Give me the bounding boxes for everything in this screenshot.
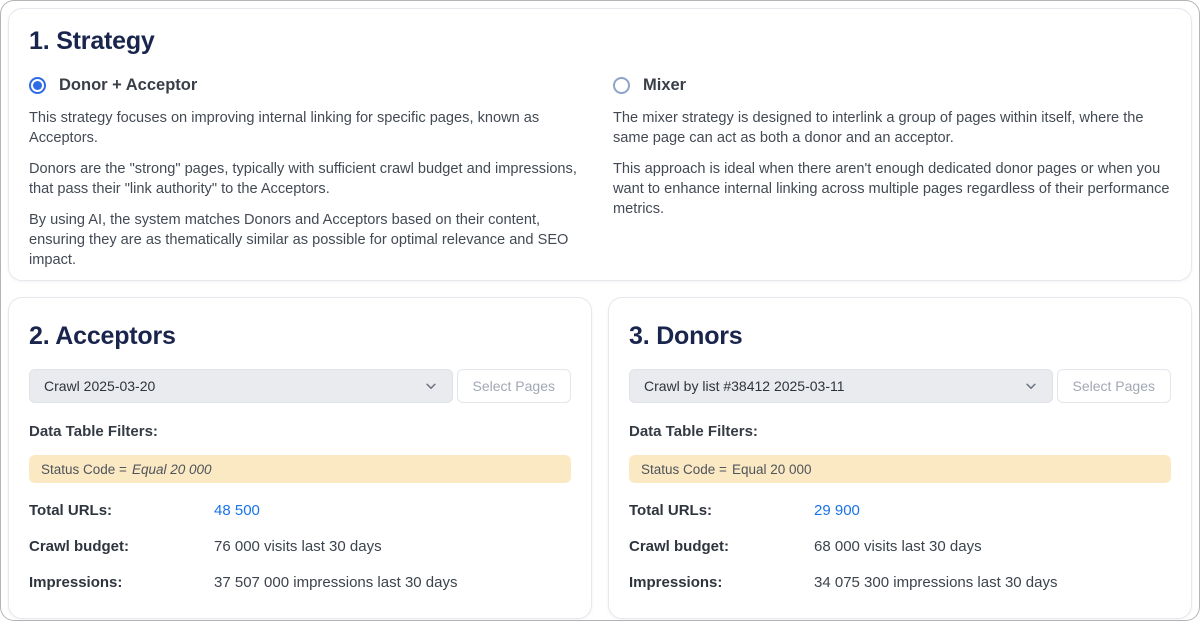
filter-prefix: Status Code = [41, 461, 127, 477]
strategy-option-donor-acceptor: Donor + Acceptor This strategy focuses o… [29, 76, 581, 281]
radio-selected-icon[interactable] [29, 77, 46, 94]
metric-label: Crawl budget: [629, 538, 729, 555]
total-urls-link[interactable]: 48 500 [214, 502, 260, 519]
filter-prefix: Status Code = [641, 461, 727, 477]
acceptors-filter-chip: Status Code = Equal 20 000 [29, 455, 571, 483]
dropdown-selected-value: Crawl 2025-03-20 [44, 378, 156, 394]
metric-value: 34 075 300 impressions last 30 days [814, 574, 1058, 591]
acceptors-card: 2. Acceptors Crawl 2025-03-20 Select Pag… [8, 297, 592, 619]
metric-label: Total URLs: [629, 502, 713, 519]
data-table-filters-label: Data Table Filters: [629, 423, 758, 440]
description-paragraph: Donors are the "strong" pages, typically… [29, 161, 577, 197]
metric-label: Crawl budget: [29, 538, 129, 555]
filter-value: Equal 20 000 [731, 461, 812, 477]
strategy-option-mixer: Mixer The mixer strategy is designed to … [613, 76, 1171, 281]
crawl-budget-row: Crawl budget: 76 000 visits last 30 days [29, 538, 571, 555]
dropdown-selected-value: Crawl by list #38412 2025-03-11 [644, 378, 845, 394]
total-urls-row: Total URLs: 48 500 [29, 502, 571, 519]
donors-filter-chip: Status Code = Equal 20 000 [629, 455, 1171, 483]
total-urls-row: Total URLs: 29 900 [629, 502, 1171, 519]
description-paragraph: By using AI, the system matches Donors a… [29, 212, 569, 268]
chevron-down-icon [424, 379, 438, 393]
crawl-budget-row: Crawl budget: 68 000 visits last 30 days [629, 538, 1171, 555]
donors-select-row: Crawl by list #38412 2025-03-11 Select P… [629, 369, 1171, 403]
acceptors-select-pages-button[interactable]: Select Pages [456, 369, 571, 403]
mixer-description: The mixer strategy is designed to interl… [613, 108, 1171, 219]
description-paragraph: This approach is ideal when there aren't… [613, 161, 1170, 217]
total-urls-link[interactable]: 29 900 [814, 502, 860, 519]
strategy-title: 1. Strategy [29, 27, 155, 55]
donor-acceptor-description: This strategy focuses on improving inter… [29, 108, 581, 270]
donors-select-pages-button[interactable]: Select Pages [1056, 369, 1171, 403]
donors-crawl-dropdown[interactable]: Crawl by list #38412 2025-03-11 [629, 369, 1053, 403]
radio-option-mixer[interactable]: Mixer [613, 76, 1171, 95]
donors-card: 3. Donors Crawl by list #38412 2025-03-1… [608, 297, 1192, 619]
description-paragraph: The mixer strategy is designed to interl… [613, 110, 1144, 146]
impressions-row: Impressions: 34 075 300 impressions last… [629, 574, 1171, 591]
metric-value: 68 000 visits last 30 days [814, 538, 982, 555]
chevron-down-icon [1024, 379, 1038, 393]
acceptors-title: 2. Acceptors [29, 322, 176, 350]
metric-label: Impressions: [629, 574, 723, 591]
donors-title: 3. Donors [629, 322, 743, 350]
filter-value: Equal 20 000 [131, 461, 212, 477]
metric-value: 76 000 visits last 30 days [214, 538, 382, 555]
metric-label: Total URLs: [29, 502, 113, 519]
data-table-filters-label: Data Table Filters: [29, 423, 158, 440]
impressions-row: Impressions: 37 507 000 impressions last… [29, 574, 571, 591]
radio-option-label: Mixer [643, 76, 687, 94]
description-paragraph: This strategy focuses on improving inter… [29, 110, 540, 146]
strategy-columns: Donor + Acceptor This strategy focuses o… [29, 76, 1171, 281]
metric-value: 37 507 000 impressions last 30 days [214, 574, 458, 591]
strategy-card: 1. Strategy Donor + Acceptor This strate… [8, 8, 1192, 281]
radio-option-label: Donor + Acceptor [59, 76, 198, 94]
metric-label: Impressions: [29, 574, 123, 591]
radio-option-donor-acceptor[interactable]: Donor + Acceptor [29, 76, 581, 95]
acceptors-crawl-dropdown[interactable]: Crawl 2025-03-20 [29, 369, 453, 403]
radio-unselected-icon[interactable] [613, 77, 630, 94]
acceptors-select-row: Crawl 2025-03-20 Select Pages [29, 369, 571, 403]
